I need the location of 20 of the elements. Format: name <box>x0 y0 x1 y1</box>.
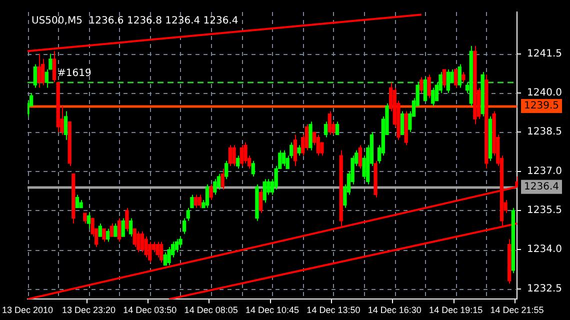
x-tick-label: 14 Dec 10:45 <box>245 305 300 316</box>
x-tick-label: 14 Dec 19:15 <box>429 305 483 316</box>
y-tick-label: 1238.5 <box>527 126 562 138</box>
y-tick-label: 1232.5 <box>527 283 562 294</box>
x-tick-label: 14 Dec 16:30 <box>368 305 422 316</box>
x-tick-label: 13 Dec 23:20 <box>62 305 116 316</box>
y-tick-label: 1234.0 <box>527 244 562 256</box>
chart-title: US500,M5 1236.6 1236.8 1236.4 1236.4 <box>32 16 238 27</box>
annotation: #1619 <box>58 68 92 80</box>
ref-line-label: 1239.5 <box>524 100 560 112</box>
x-tick-label: 14 Dec 21:55 <box>490 305 544 316</box>
y-tick-label: 1240.0 <box>527 88 562 99</box>
y-tick-label: 1235.5 <box>527 205 562 216</box>
y-tick-label: 1237.0 <box>527 166 562 177</box>
x-tick-label: 14 Dec 08:05 <box>184 305 238 316</box>
x-tick-label: 14 Dec 13:50 <box>306 305 360 316</box>
y-tick-label: 1241.5 <box>527 48 562 60</box>
x-tick-label: 14 Dec 03:50 <box>123 305 177 316</box>
ref-line-label: 1236.4 <box>524 182 560 193</box>
x-tick-label: 13 Dec 2010 <box>2 305 54 316</box>
